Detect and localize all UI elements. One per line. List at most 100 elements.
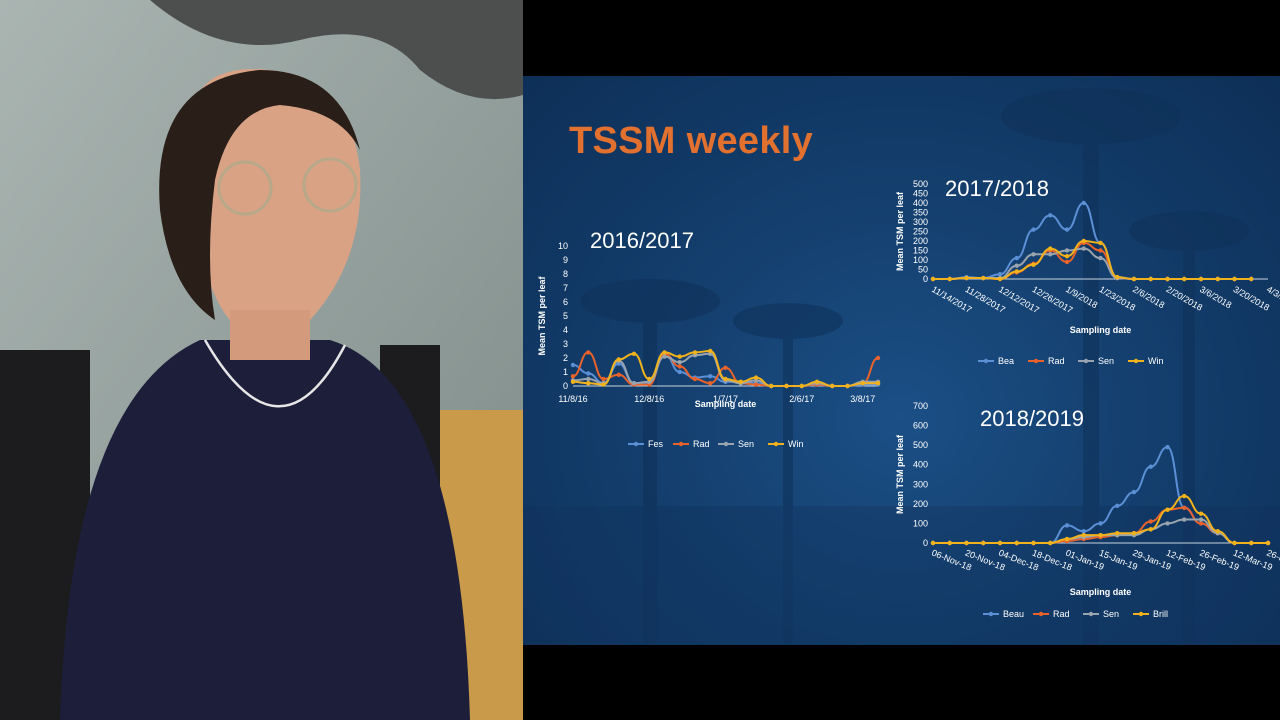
y-tick-label: 500 [913,440,928,450]
data-point-sen [1182,517,1187,522]
y-axis-title: Mean TSM per leaf [895,434,905,514]
legend-label-sen: Sen [1103,609,1119,619]
data-point-win [570,379,576,384]
data-point-sen [1031,252,1036,257]
y-tick-label: 400 [913,460,928,470]
data-point-win [1048,246,1053,251]
data-point-brill [947,540,952,546]
data-point-win [947,276,952,282]
data-point-fes [570,362,576,368]
data-point-win [997,276,1003,282]
data-point-rad [1182,505,1187,510]
y-tick-label: 600 [913,421,928,431]
y-tick-label: 100 [913,255,928,265]
chart-title-2016-2017: 2016/2017 [590,228,694,253]
y-tick-label: 8 [563,269,568,279]
legend-label-bea: Bea [998,356,1014,366]
data-point-rad [1148,519,1153,524]
data-point-brill [1064,536,1070,542]
data-point-rad [1198,521,1204,526]
y-tick-label: 200 [913,499,928,509]
data-point-fes [586,371,591,376]
legend-marker [1083,358,1089,364]
data-point-win [631,351,637,356]
data-point-rad [692,376,698,382]
data-point-brill [1048,540,1053,546]
legend-marker [773,441,779,447]
speaker-shirt [60,340,470,720]
data-point-rad [677,364,682,369]
y-tick-label: 200 [913,236,928,246]
data-point-win [1131,276,1137,282]
data-point-win [814,379,820,384]
y-tick-label: 50 [918,265,928,275]
y-tick-label: 0 [923,274,928,284]
data-point-beau [1131,489,1137,495]
data-point-sen [1048,252,1053,257]
data-point-win [662,350,667,355]
y-tick-label: 250 [913,227,928,237]
legend-label-win: Win [1148,356,1164,366]
y-tick-label: 3 [563,339,568,349]
necklace [203,339,347,408]
data-point-win [964,275,969,281]
data-point-win [1182,276,1187,282]
data-point-win [875,381,881,386]
legend-label-rad: Rad [693,439,710,449]
x-tick-label: 11/8/16 [558,394,587,404]
data-point-win [1249,276,1254,282]
legend-marker [678,441,684,447]
data-point-win [1232,276,1237,282]
data-point-win [1014,269,1019,274]
data-point-sen [1081,246,1086,251]
data-point-win [692,350,698,355]
y-tick-label: 10 [558,241,568,251]
data-point-win [845,383,850,389]
data-point-win [769,383,774,389]
data-point-brill [1232,540,1237,546]
data-point-win [1064,254,1070,259]
x-axis-title: Sampling date [1070,587,1132,597]
chart-2017-2018: 05010015020025030035040045050011/14/2017… [895,179,1280,366]
y-tick-label: 0 [923,538,928,548]
x-tick-label: 3/20/2018 [1232,284,1272,313]
chart-2016-2017: 0 1 2 3 4 5 6 7 8 9 10 11/8/16 12/8/16 1/7/17 2/6/17 3/… [537,241,881,449]
data-point-win [586,381,591,386]
legend-marker [1033,358,1039,364]
data-point-brill [1165,507,1170,512]
legend-label-win: Win [788,439,804,449]
slide-title: TSSM weekly [569,120,814,162]
legend-marker [983,358,989,364]
y-axis-title: Mean TSM per leaf [537,275,547,355]
chart-2018-2019: 010020030040050060070006-Nov-1820-Nov-18… [895,401,1280,619]
legend-label-sen: Sen [738,439,754,449]
data-point-sen [1014,263,1019,268]
x-tick-label: 3/6/2018 [1198,284,1233,310]
data-point-beau [1115,503,1120,509]
data-point-brill [981,540,986,546]
data-point-brill [1131,531,1137,536]
data-point-sen [662,354,667,359]
data-point-win [1148,276,1153,282]
legend-marker [1038,611,1044,617]
data-point-bea [1081,200,1086,206]
data-point-bea [997,272,1003,277]
legend-label-rad: Rad [1053,609,1070,619]
data-point-brill [1115,531,1120,536]
data-point-win [601,382,606,387]
data-point-win [860,381,865,386]
glasses [217,160,273,216]
legend-marker [988,611,994,617]
data-point-win [677,354,682,359]
data-point-brill [997,540,1003,546]
y-tick-label: 7 [563,283,568,293]
data-point-brill [1031,540,1036,546]
data-point-win [738,379,743,384]
data-point-win [930,276,936,282]
y-tick-label: 6 [563,297,568,307]
data-point-beau [1081,529,1086,534]
data-point-sen [1098,255,1103,261]
data-point-brill [1249,540,1254,546]
data-point-sen [586,376,591,382]
y-tick-label: 350 [913,208,928,218]
